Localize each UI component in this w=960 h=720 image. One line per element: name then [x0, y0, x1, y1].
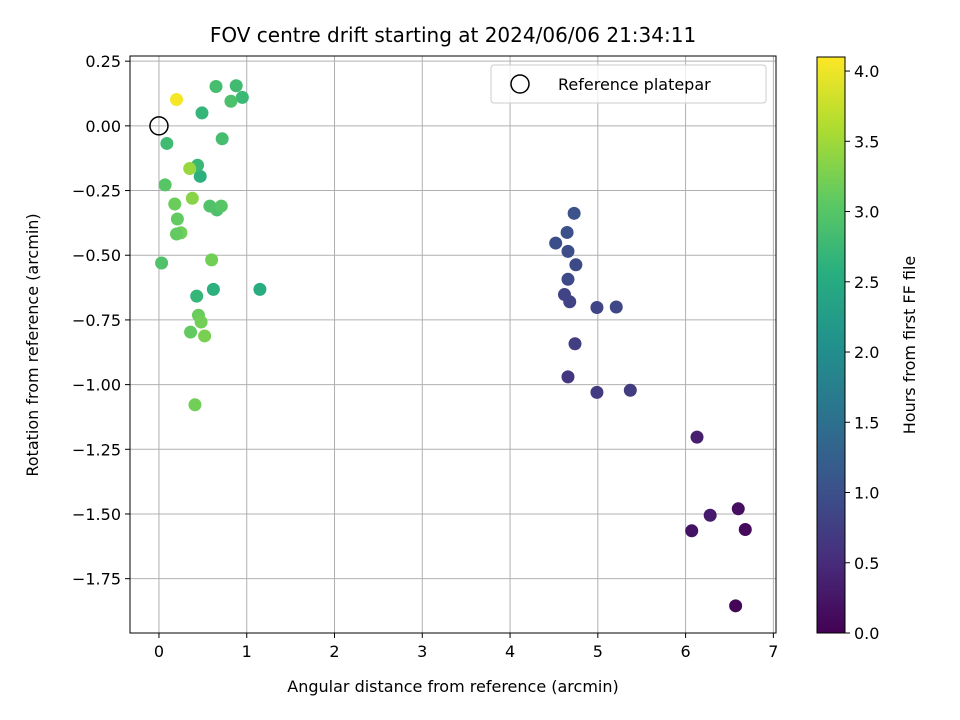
- y-tick-label: 0.00: [85, 117, 121, 136]
- colorbar-tick-label: 1.0: [854, 484, 879, 503]
- data-point: [557, 288, 571, 302]
- data-point: [235, 90, 249, 104]
- data-point: [184, 325, 198, 339]
- data-point: [623, 383, 637, 397]
- data-point: [729, 599, 743, 613]
- data-point: [690, 430, 704, 444]
- colorbar-tick-label: 0.5: [854, 554, 879, 573]
- plot-frame: [129, 55, 777, 634]
- data-point: [731, 502, 745, 516]
- data-points: [155, 79, 752, 613]
- data-point: [590, 300, 604, 314]
- data-point: [561, 370, 575, 384]
- y-tick-label: −0.75: [72, 311, 121, 330]
- y-axis-ticks: 0.25 0.00 −0.25 −0.50 −0.75 −1.00 −1.25 −1.50 −1…: [72, 52, 130, 589]
- data-point: [549, 236, 563, 250]
- grid-lines: [130, 56, 776, 633]
- data-point: [194, 315, 208, 329]
- data-point: [198, 329, 212, 343]
- chart-title: FOV centre drift starting at 2024/06/06 …: [210, 23, 696, 47]
- reference-point-marker: [149, 116, 169, 136]
- data-point: [168, 197, 182, 211]
- data-point: [203, 199, 217, 213]
- data-point: [190, 289, 204, 303]
- y-tick-label: −1.50: [72, 505, 121, 524]
- data-point: [253, 282, 267, 296]
- colorbar-tick-label: 1.5: [854, 413, 879, 432]
- y-tick-label: −0.50: [72, 246, 121, 265]
- colorbar: [816, 56, 846, 634]
- data-point: [160, 136, 174, 150]
- colorbar-ticks: 0.0 0.5 1.0 1.5 2.0 2.5 3.0 3.5 4.0: [845, 62, 879, 643]
- colorbar-tick-label: 3.0: [854, 203, 879, 222]
- x-tick-label: 6: [681, 642, 691, 661]
- data-point: [229, 79, 243, 93]
- y-tick-label: 0.25: [85, 52, 121, 71]
- data-point: [214, 199, 228, 213]
- legend-label: Reference platepar: [558, 75, 711, 94]
- data-point: [206, 282, 220, 296]
- x-tick-label: 3: [417, 642, 427, 661]
- data-point: [590, 385, 604, 399]
- data-point: [561, 244, 575, 258]
- data-point: [155, 256, 169, 270]
- colorbar-tick-label: 3.5: [854, 132, 879, 151]
- data-point: [703, 508, 717, 522]
- data-point: [567, 206, 581, 220]
- data-point: [205, 253, 219, 267]
- data-point: [568, 337, 582, 351]
- data-point: [209, 80, 223, 94]
- x-axis-ticks: 0 1 2 3 4 5 6 7: [154, 633, 778, 661]
- data-point: [569, 258, 583, 272]
- y-tick-label: −0.25: [72, 182, 121, 201]
- data-point: [188, 398, 202, 412]
- data-point: [738, 523, 752, 537]
- data-point: [170, 92, 184, 106]
- y-axis-label: Rotation from reference (arcmin): [23, 213, 42, 476]
- data-point: [170, 227, 184, 241]
- data-point: [158, 178, 172, 192]
- y-tick-label: −1.00: [72, 376, 121, 395]
- colorbar-label: Hours from first FF file: [900, 256, 919, 435]
- data-point: [185, 191, 199, 205]
- data-point: [609, 300, 623, 314]
- x-tick-label: 2: [329, 642, 339, 661]
- reference-marker-layer: [149, 116, 169, 136]
- x-tick-label: 5: [593, 642, 603, 661]
- colorbar-tick-label: 2.5: [854, 273, 879, 292]
- x-tick-label: 4: [505, 642, 515, 661]
- x-tick-label: 0: [154, 642, 164, 661]
- colorbar-tick-label: 4.0: [854, 62, 879, 81]
- colorbar-tick-label: 0.0: [854, 624, 879, 643]
- data-point: [685, 524, 699, 538]
- data-point: [215, 132, 229, 146]
- colorbar-tick-label: 2.0: [854, 343, 879, 362]
- y-tick-label: −1.75: [72, 570, 121, 589]
- data-point: [561, 272, 575, 286]
- x-tick-label: 1: [242, 642, 252, 661]
- data-point: [224, 94, 238, 108]
- x-axis-label: Angular distance from reference (arcmin): [287, 677, 618, 696]
- x-tick-label: 7: [768, 642, 778, 661]
- y-tick-label: −1.25: [72, 440, 121, 459]
- data-point: [170, 212, 184, 226]
- data-point: [195, 106, 209, 120]
- data-point: [193, 169, 207, 183]
- legend-box: [490, 64, 767, 104]
- data-point: [183, 162, 197, 176]
- legend-reference-marker: [510, 74, 530, 94]
- legend: Reference platepar: [490, 64, 767, 104]
- data-point: [560, 225, 574, 239]
